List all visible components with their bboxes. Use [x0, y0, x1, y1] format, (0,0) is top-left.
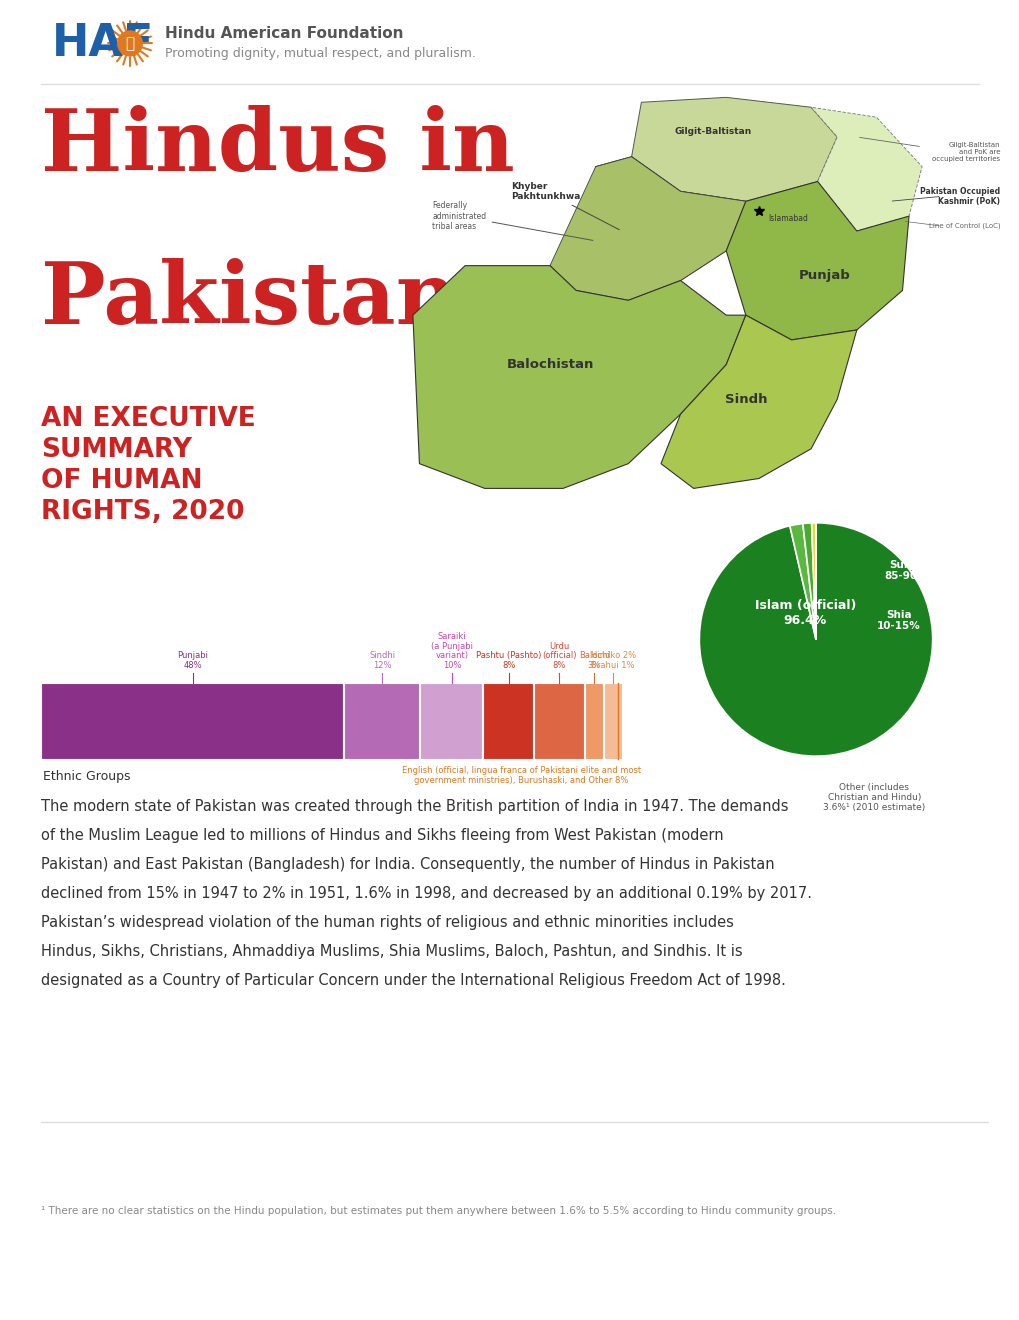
Text: Shia
10-15%: Shia 10-15%	[876, 610, 920, 631]
Text: English (official, lingua franca of Pakistani elite and most
government ministri: English (official, lingua franca of Paki…	[401, 766, 640, 785]
Bar	[534, 682, 583, 759]
Bar	[420, 682, 482, 759]
Wedge shape	[699, 523, 931, 756]
Text: Sindh: Sindh	[723, 393, 766, 405]
Wedge shape	[802, 523, 815, 639]
Text: Federally
administrated
tribal areas: Federally administrated tribal areas	[432, 201, 592, 240]
Text: Sunni
85-90%: Sunni 85-90%	[883, 560, 927, 581]
Text: Pakistan Occupied
Kashmir (PoK): Pakistan Occupied Kashmir (PoK)	[919, 186, 1000, 206]
Text: Other (includes
Christian and Hindu)
3.6%¹ (2010 estimate): Other (includes Christian and Hindu) 3.6…	[822, 783, 924, 813]
Polygon shape	[726, 181, 908, 339]
Wedge shape	[789, 524, 815, 639]
Polygon shape	[576, 157, 745, 300]
Polygon shape	[810, 107, 921, 231]
Bar	[603, 682, 621, 759]
Bar	[483, 682, 533, 759]
Text: Hindus, Sikhs, Christians, Ahmaddiya Muslims, Shia Muslims, Baloch, Pashtun, and: Hindus, Sikhs, Christians, Ahmaddiya Mus…	[41, 944, 742, 958]
Text: Hindu American Foundation: Hindu American Foundation	[165, 26, 404, 41]
Text: Balochi
3%: Balochi 3%	[578, 651, 609, 671]
Text: ॐ: ॐ	[125, 36, 135, 51]
Text: Islam (official)
96.4%: Islam (official) 96.4%	[754, 599, 855, 627]
Polygon shape	[660, 315, 856, 488]
Wedge shape	[811, 523, 815, 639]
Text: Pakistan) and East Pakistan (Bangladesh) for India. Consequently, the number of : Pakistan) and East Pakistan (Bangladesh)…	[41, 857, 773, 871]
Text: HAF: HAF	[52, 22, 154, 65]
Text: Line of Control (LoC): Line of Control (LoC)	[928, 223, 1000, 230]
Text: Gilgit-Baltistan
and PoK are
occupied territories: Gilgit-Baltistan and PoK are occupied te…	[931, 141, 1000, 162]
Text: of the Muslim League led to millions of Hindus and Sikhs fleeing from West Pakis: of the Muslim League led to millions of …	[41, 828, 722, 842]
Text: ¹ There are no clear statistics on the Hindu population, but estimates put them : ¹ There are no clear statistics on the H…	[41, 1206, 836, 1217]
Bar	[41, 682, 343, 759]
Text: Islamabad: Islamabad	[768, 214, 808, 223]
Text: Hindko 2%
Brahui 1%: Hindko 2% Brahui 1%	[590, 651, 635, 671]
Text: Punjab: Punjab	[798, 269, 849, 282]
Text: Pashtu (Pashto)
8%: Pashtu (Pashto) 8%	[476, 651, 541, 671]
Text: Ethnic Groups: Ethnic Groups	[43, 770, 130, 783]
Circle shape	[117, 30, 143, 57]
Text: Hindus in: Hindus in	[41, 106, 514, 190]
Text: Pakistan’s widespread violation of the human rights of religious and ethnic mino: Pakistan’s widespread violation of the h…	[41, 915, 733, 929]
Text: Punjabi
48%: Punjabi 48%	[177, 651, 208, 671]
Polygon shape	[549, 157, 745, 300]
Text: declined from 15% in 1947 to 2% in 1951, 1.6% in 1998, and decreased by an addit: declined from 15% in 1947 to 2% in 1951,…	[41, 886, 811, 900]
Text: Gilgit-Baltistan: Gilgit-Baltistan	[674, 128, 751, 136]
Polygon shape	[631, 98, 837, 201]
Text: Khyber
Pakhtunkhwa: Khyber Pakhtunkhwa	[511, 182, 619, 230]
Text: designated as a Country of Particular Concern under the International Religious : designated as a Country of Particular Co…	[41, 973, 785, 987]
Text: The modern state of Pakistan was created through the British partition of India : The modern state of Pakistan was created…	[41, 799, 788, 813]
Text: Religions: Religions	[865, 568, 912, 578]
Bar	[584, 682, 602, 759]
Text: Urdu
(official)
8%: Urdu (official) 8%	[541, 642, 576, 671]
Text: Balochistan: Balochistan	[505, 358, 593, 371]
Text: Pakistan: Pakistan	[41, 257, 458, 342]
Text: Promoting dignity, mutual respect, and pluralism.: Promoting dignity, mutual respect, and p…	[165, 48, 476, 59]
Bar	[344, 682, 419, 759]
Text: Saraiki
(a Punjabi
variant)
10%: Saraiki (a Punjabi variant) 10%	[430, 632, 473, 671]
Polygon shape	[413, 265, 745, 488]
Text: Sindhi
12%: Sindhi 12%	[369, 651, 395, 671]
Text: AN EXECUTIVE
SUMMARY
OF HUMAN
RIGHTS, 2020: AN EXECUTIVE SUMMARY OF HUMAN RIGHTS, 20…	[41, 407, 256, 525]
